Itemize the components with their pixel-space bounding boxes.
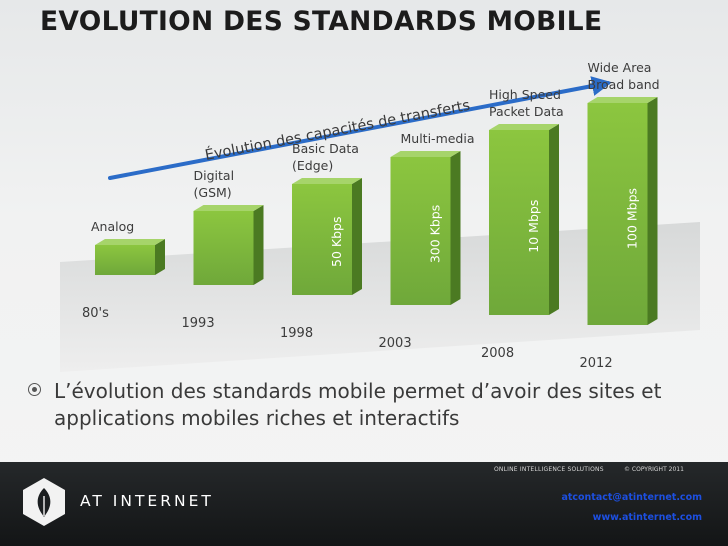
bar-3: 300 Kbps Multi-media 2003 [379,131,475,351]
bar-front-3 [390,157,451,305]
bar-front-1 [193,211,254,285]
year-label-2: 1998 [280,326,313,341]
bar-0: Analog 80's [82,219,165,321]
bar-category-label-4-1: Packet Data [489,104,564,119]
bar-category-label-5-1: Broad band [588,77,660,92]
bar-speed-label-2: 50 Kbps [329,216,344,266]
brand-name: AT INTERNET [80,492,214,510]
bar-front-2 [292,184,352,295]
bar-category-label-1-1: (GSM) [194,185,232,200]
year-label-3: 2003 [379,336,412,351]
bar-category-label-2-0: Basic Data [292,141,359,156]
bar-category-label-5-0: Wide Area [588,60,652,75]
bar-top-0 [95,239,165,245]
bar-top-5 [587,97,658,103]
bar-side-0 [155,239,165,275]
bar-category-label-0-0: Analog [91,219,134,234]
bar-top-3 [390,151,461,157]
bar-2: 50 Kbps Basic Data (Edge) 1998 [280,141,362,341]
bar-series: Analog 80's Digital (GSM) 1993 50 Kbps Basic D… [82,60,660,371]
footer-website-link[interactable]: www.atinternet.com [592,512,702,523]
bar-category-label-2-1: (Edge) [292,158,333,173]
mobile-standards-chart: Évolution des capacités de transferts An… [60,60,700,372]
bullet-text: L’évolution des standards mobile permet … [54,379,662,430]
bar-side-4 [549,124,559,315]
bar-front-4 [489,130,549,315]
footer-tagline: ONLINE INTELLIGENCE SOLUTIONS [494,466,604,473]
year-label-4: 2008 [481,346,514,361]
footer-email-link[interactable]: atcontact@atinternet.com [561,492,702,503]
year-label-1: 1993 [182,316,215,331]
footer-copyright: © COPYRIGHT 2011 [624,466,684,473]
year-label-0: 80's [82,306,109,321]
bar-side-5 [647,97,658,325]
bar-speed-label-5: 100 Mbps [625,188,640,249]
bar-side-1 [253,205,264,285]
bar-top-1 [193,205,264,211]
bar-front-5 [587,103,648,325]
bar-speed-label-3: 300 Kbps [428,205,443,263]
bar-front-0 [95,245,155,275]
bar-side-2 [352,178,362,295]
year-label-5: 2012 [580,356,613,371]
leaf-logo-icon [23,478,65,526]
bar-5: 100 Mbps Wide Area Broad band 2012 [580,60,660,371]
target-bullet-icon [28,383,41,396]
bar-top-4 [489,124,559,130]
bar-side-3 [450,151,461,305]
bar-1: Digital (GSM) 1993 [182,168,264,331]
slide-title: EVOLUTION DES STANDARDS MOBILE [40,6,603,37]
footer-bar: AT INTERNET ONLINE INTELLIGENCE SOLUTION… [0,462,728,546]
bar-4: 10 Mbps High Speed Packet Data 2008 [481,87,564,361]
bar-speed-label-4: 10 Mbps [526,200,541,253]
bar-category-label-3-0: Multi-media [401,131,475,146]
bar-top-2 [292,178,362,184]
bar-category-label-4-0: High Speed [489,87,561,102]
trend-arrow [108,76,612,180]
bar-category-label-1-0: Digital [194,168,235,183]
